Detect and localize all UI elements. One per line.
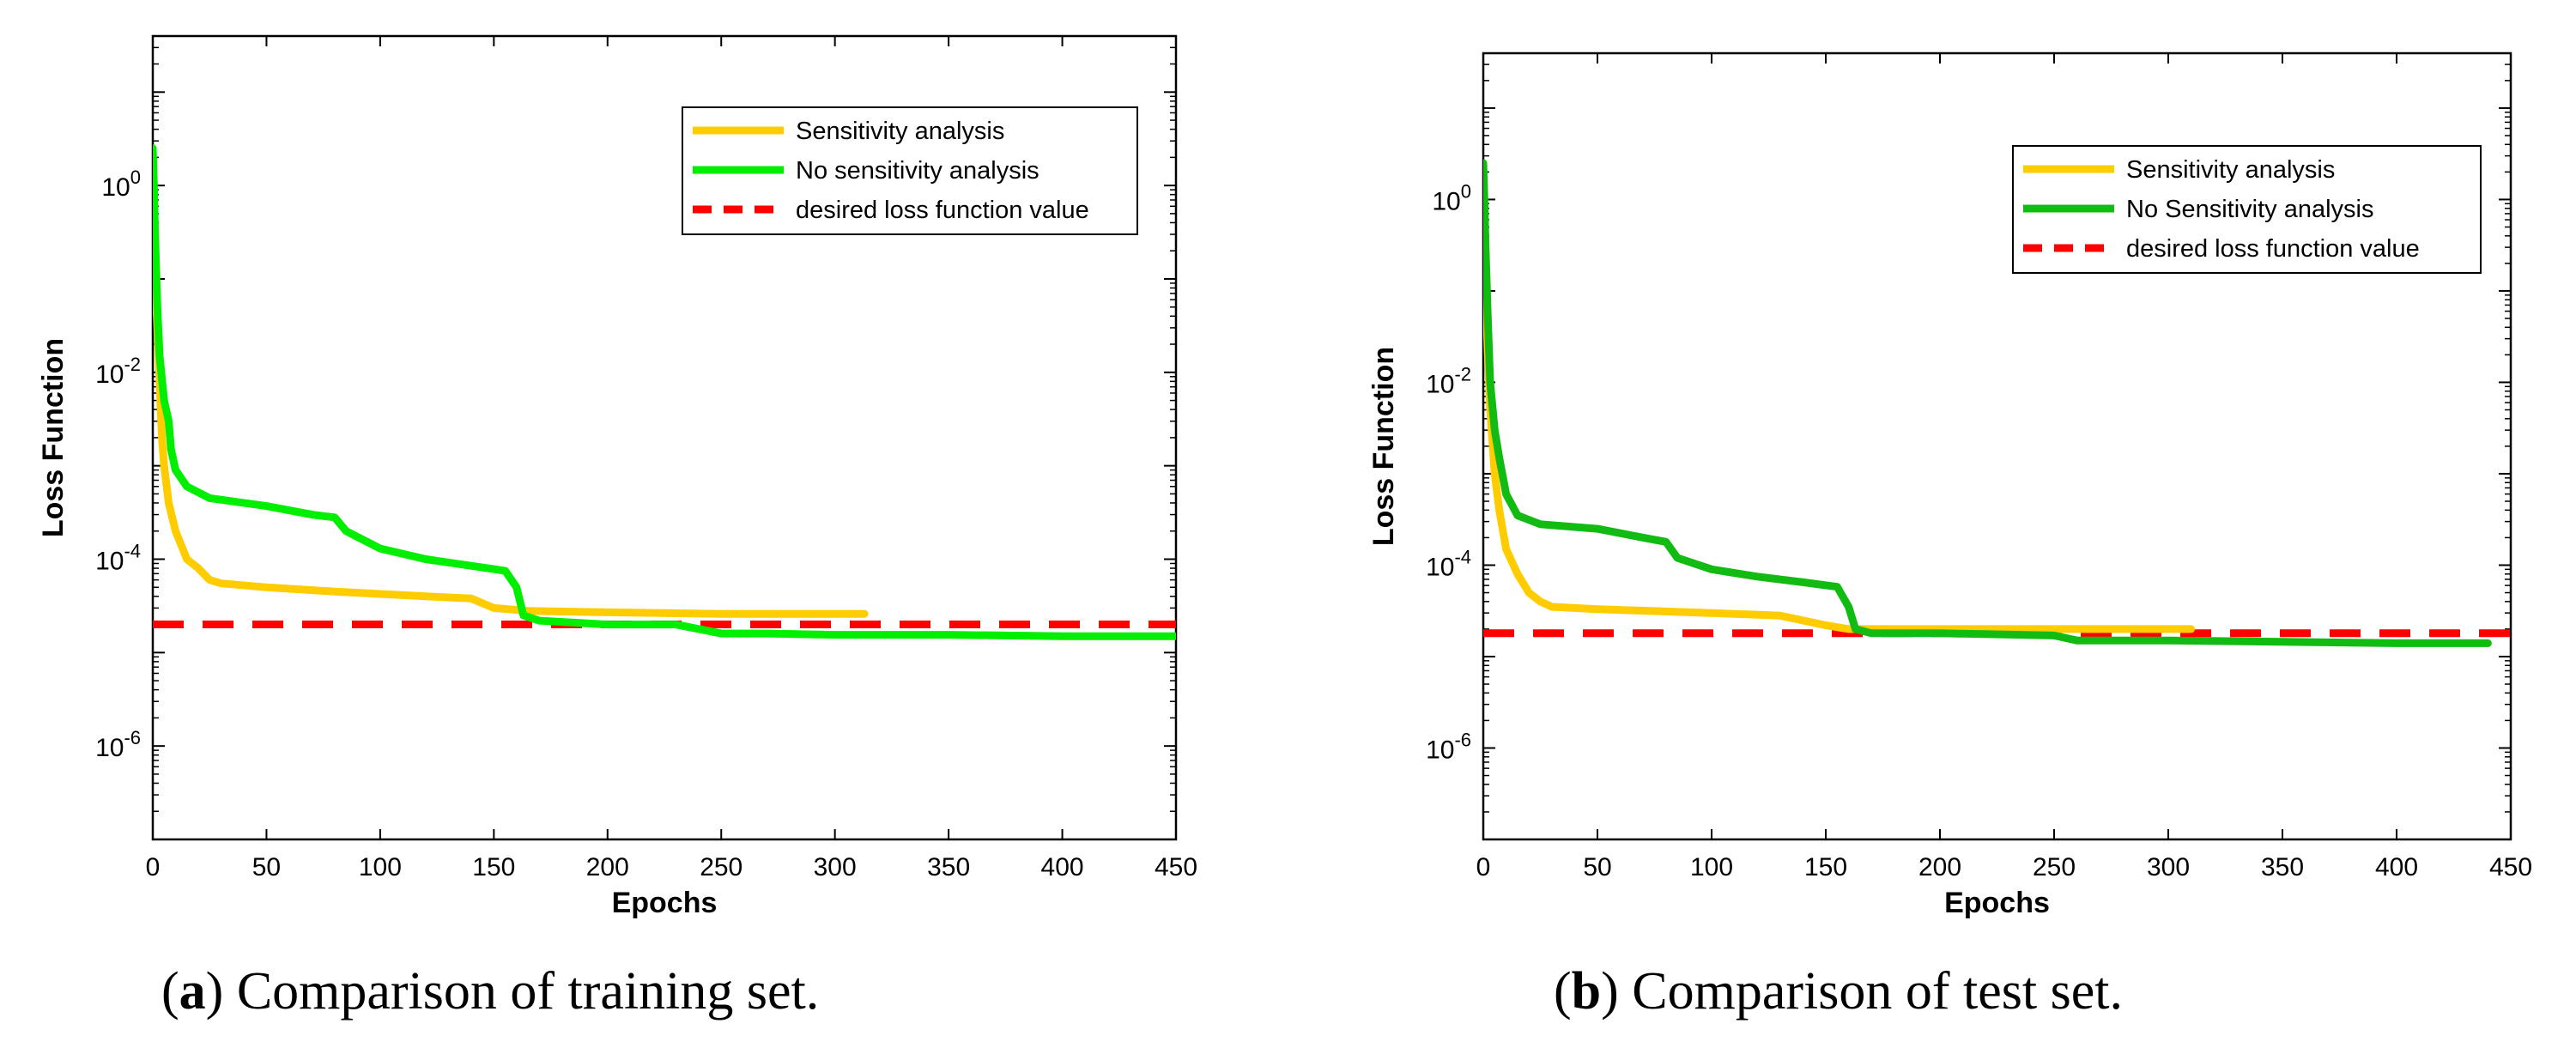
chart-panel-test: 100 10-2 10-4 10-6 0 50 100 150 200 250 300 350 400 4… bbox=[1367, 51, 2532, 919]
y-tick-label: 10-2 bbox=[95, 354, 141, 389]
x-tick-label: 300 bbox=[814, 853, 857, 881]
x-tick-label: 450 bbox=[1155, 853, 1197, 881]
x-tick-label: 400 bbox=[2375, 853, 2418, 881]
y-axis-label: Loss Function bbox=[37, 338, 70, 537]
legend-label: desired loss function value bbox=[2126, 235, 2420, 263]
x-tick-label: 300 bbox=[2147, 853, 2190, 881]
x-tick-label: 50 bbox=[1583, 853, 1611, 881]
legend-label: No Sensitivity analysis bbox=[2126, 196, 2374, 223]
x-tick-label: 200 bbox=[586, 853, 629, 881]
x-tick-label: 400 bbox=[1041, 853, 1084, 881]
y-tick-label: 10-4 bbox=[95, 540, 141, 575]
data-layer bbox=[1483, 159, 2511, 647]
x-tick-label: 200 bbox=[1918, 853, 1961, 881]
legend-label: desired loss function value bbox=[796, 197, 1089, 224]
series-line-no-sensitivity bbox=[1483, 159, 2492, 647]
x-tick-label: 0 bbox=[1476, 853, 1491, 881]
caption-test: (b) Comparison of test set. bbox=[1554, 962, 2124, 1021]
x-tick-label: 0 bbox=[146, 853, 161, 881]
x-tick-label: 100 bbox=[1690, 853, 1733, 881]
x-tick-label: 250 bbox=[700, 853, 742, 881]
chart-panel-training: 100 10-2 10-4 10-6 0 50 100 150 200 250 300 350 400 4… bbox=[37, 34, 1197, 919]
data-layer bbox=[153, 144, 1176, 640]
x-tick-label: 350 bbox=[2261, 853, 2304, 881]
x-tick-label: 50 bbox=[252, 853, 281, 881]
caption-training: (a) Comparison of training set. bbox=[161, 962, 820, 1021]
x-tick-label: 150 bbox=[472, 853, 515, 881]
legend-label: Sensitivity analysis bbox=[796, 118, 1004, 145]
x-tick-label: 450 bbox=[2489, 853, 2532, 881]
y-axis-label: Loss Function bbox=[1367, 347, 1400, 546]
y-tick-label: 10-4 bbox=[1426, 546, 1471, 581]
x-tick-label: 150 bbox=[1804, 853, 1847, 881]
y-tick-label: 100 bbox=[101, 167, 141, 202]
series-line-no-sensitivity bbox=[153, 144, 1176, 640]
x-tick-label: 350 bbox=[927, 853, 970, 881]
legend-label: No sensitivity analysis bbox=[796, 157, 1039, 185]
legend-label: Sensitivity analysis bbox=[2126, 156, 2335, 184]
x-axis-label: Epochs bbox=[1944, 887, 2050, 919]
x-tick-label: 250 bbox=[2033, 853, 2076, 881]
y-tick-label: 10-6 bbox=[95, 727, 141, 762]
y-tick-label: 100 bbox=[1432, 180, 1471, 215]
x-axis-label: Epochs bbox=[612, 887, 718, 919]
y-tick-label: 10-2 bbox=[1426, 363, 1471, 398]
y-tick-label: 10-6 bbox=[1426, 729, 1471, 764]
x-tick-label: 100 bbox=[359, 853, 402, 881]
